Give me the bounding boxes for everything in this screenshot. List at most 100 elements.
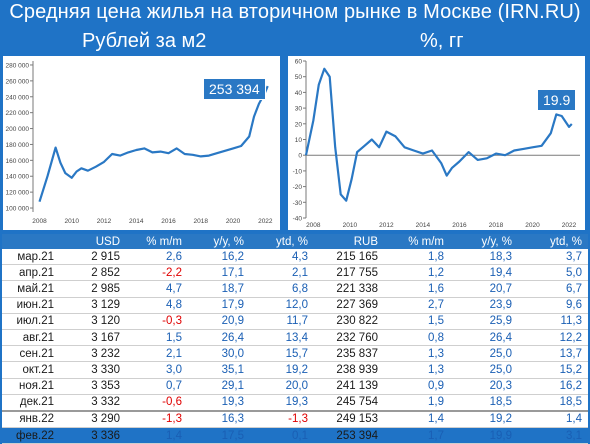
table-cell-rub: 232 760 [314,329,384,345]
y-tick-label: 240 000 [6,94,30,101]
y-tick-label: 40 [295,90,303,97]
x-tick-label: 2020 [525,222,540,229]
y-tick-label: 100 000 [6,206,30,213]
table-cell-usd-ytd: 20,0 [250,378,314,394]
table-cell-rub: 217 755 [314,265,384,281]
table-cell-usd-ytd: 15,7 [250,346,314,362]
latest-price-callout: 253 394 [203,78,266,100]
table-cell-rub-ytd: 12,2 [518,329,588,345]
x-tick-label: 2022 [562,222,577,229]
y-tick-label: 180 000 [6,142,30,149]
y-tick-label: 10 [295,137,303,144]
column-header [2,234,64,249]
table-cell-rub: 245 754 [314,394,384,411]
y-tick-label: 50 [295,74,303,81]
table-cell-usd-mm: 0,7 [126,378,188,394]
table-cell-rub-yy: 19,9 [450,428,518,444]
table-cell-usd-mm: -0,3 [126,313,188,329]
table-cell-rub-yy: 18,5 [450,394,518,411]
y-tick-label: -10 [293,168,303,175]
y-tick-label: 30 [295,106,303,113]
y-tick-label: 160 000 [6,158,30,165]
table-cell-month: авг.21 [2,329,64,345]
table-cell-usd-yy: 26,4 [188,329,250,345]
table-cell-rub-ytd: 11,3 [518,313,588,329]
table-cell-month: апр.21 [2,265,64,281]
table-cell-month: мар.21 [2,249,64,265]
table-cell-usd-mm: 4,7 [126,281,188,297]
table-cell-month: ноя.21 [2,378,64,394]
table-cell-usd-ytd: 0,1 [250,428,314,444]
column-header: RUB [314,234,384,249]
y-tick-label: 200 000 [6,126,30,133]
y-tick-label: 20 [295,121,303,128]
table-cell-usd-ytd: 13,4 [250,329,314,345]
x-tick-label: 2020 [226,218,241,225]
table-cell-rub-yy: 19,2 [450,411,518,428]
table-cell-month: июл.21 [2,313,64,329]
table-cell-usd-yy: 16,3 [188,411,250,428]
table-cell-usd-yy: 17,5 [188,428,250,444]
table-cell-usd-yy: 30,0 [188,346,250,362]
table-cell-usd-ytd: 19,2 [250,362,314,378]
table-cell-rub-mm: 0,9 [384,378,450,394]
table-cell-rub-yy: 25,0 [450,362,518,378]
table-cell-usd: 3 120 [64,313,126,329]
table-cell-usd-yy: 17,1 [188,265,250,281]
table-cell-rub: 241 139 [314,378,384,394]
table-cell-rub: 235 837 [314,346,384,362]
table-cell-rub-mm: 2,7 [384,297,450,313]
x-tick-label: 2016 [161,218,176,225]
table-cell-rub-ytd: 18,5 [518,394,588,411]
table-cell-rub-mm: 1,6 [384,281,450,297]
x-tick-label: 2012 [379,222,394,229]
table-cell-rub-yy: 23,9 [450,297,518,313]
table-cell-rub-yy: 25,0 [450,346,518,362]
table-cell-usd-mm: -1,3 [126,411,188,428]
table-cell-rub-mm: 1,4 [384,411,450,428]
x-tick-label: 2014 [416,222,431,229]
page-title: Средняя цена жилья на вторичном рынке в … [0,1,590,24]
table-cell-usd-ytd: 12,0 [250,297,314,313]
table-cell-rub: 249 153 [314,411,384,428]
column-header: y/y, % [188,234,250,249]
table-cell-usd: 2 852 [64,265,126,281]
table-cell-rub: 230 822 [314,313,384,329]
table-cell-usd: 2 985 [64,281,126,297]
y-tick-label: -30 [293,200,303,207]
table-cell-usd: 3 129 [64,297,126,313]
table-cell-usd-mm: -0,6 [126,394,188,411]
series-line [40,86,268,202]
table-cell-rub-ytd: 1,4 [518,411,588,428]
y-tick-label: 140 000 [6,174,30,181]
table-cell-rub: 215 165 [314,249,384,265]
table-cell-rub: 221 338 [314,281,384,297]
table-cell-usd: 3 232 [64,346,126,362]
table-cell-usd: 3 332 [64,394,126,411]
table-cell-rub: 253 394 [314,428,384,444]
table-cell-month: окт.21 [2,362,64,378]
table-cell-usd-mm: 2,6 [126,249,188,265]
x-tick-label: 2008 [32,218,47,225]
x-tick-label: 2016 [452,222,467,229]
table-cell-rub-ytd: 3,1 [518,428,588,444]
table-cell-usd: 3 336 [64,428,126,444]
latest-yoy-callout: 19.9 [537,89,576,111]
x-tick-label: 2012 [97,218,112,225]
table-cell-rub-mm: 1,3 [384,346,450,362]
table-cell-rub-mm: 1,5 [384,313,450,329]
table-cell-rub-yy: 19,4 [450,265,518,281]
table-cell-usd-mm: 1,4 [126,428,188,444]
table-cell-usd-mm: 1,5 [126,329,188,345]
table-cell-usd-yy: 17,9 [188,297,250,313]
table-cell-usd-yy: 29,1 [188,378,250,394]
